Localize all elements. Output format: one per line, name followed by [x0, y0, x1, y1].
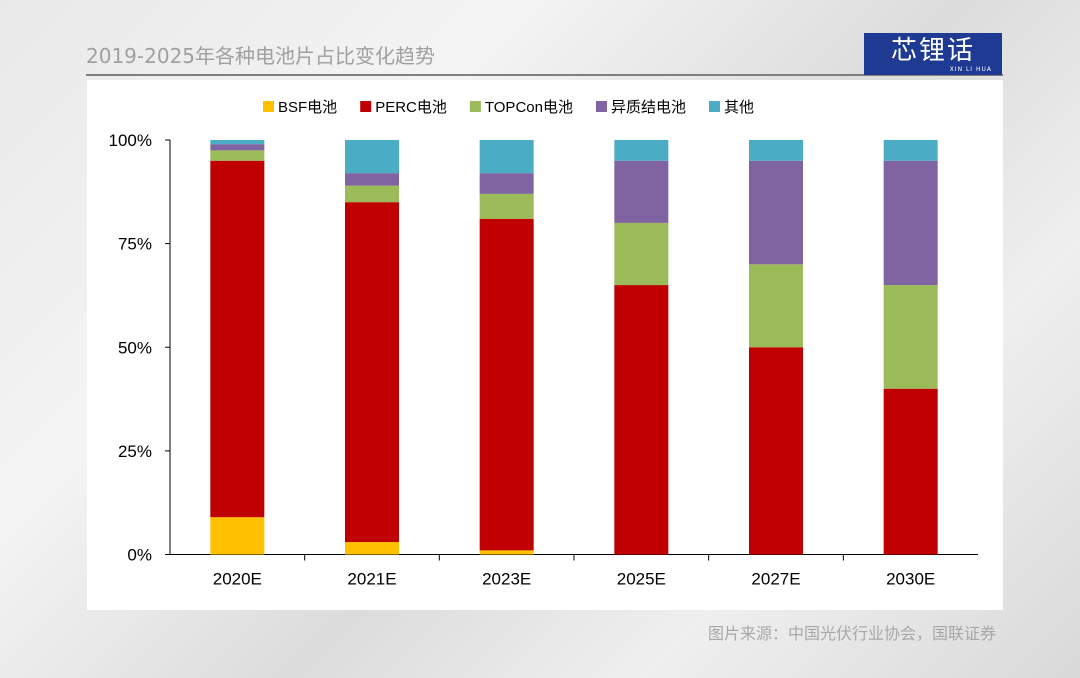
bar-segment: [749, 347, 803, 555]
bar-segment: [479, 193, 534, 219]
legend-swatch: [263, 101, 274, 112]
bar-segment: [614, 222, 669, 286]
y-tick-label: 50%: [118, 338, 152, 357]
y-tick-label: 100%: [109, 131, 152, 150]
legend-swatch: [469, 101, 481, 112]
legend-label: BSF电池: [278, 99, 337, 116]
x-tick-label: 2021E: [347, 570, 396, 589]
bar-segment: [479, 550, 534, 555]
bar-segment: [345, 542, 399, 555]
bar-segment: [883, 388, 938, 555]
bar-segment: [345, 140, 399, 174]
title-divider: [86, 74, 1003, 76]
legend-swatch: [595, 101, 607, 112]
bar-segment: [614, 285, 669, 555]
legend-swatch: [360, 101, 372, 112]
y-tick-label: 0%: [127, 546, 152, 565]
bar-segment: [345, 173, 399, 186]
x-tick-label: 2030E: [886, 570, 935, 589]
x-tick-label: 2023E: [482, 570, 531, 589]
bar-segment: [883, 160, 938, 286]
legend-label: PERC电池: [375, 99, 447, 116]
y-tick-label: 75%: [118, 235, 152, 254]
bar-segment: [210, 517, 265, 555]
y-tick-label: 25%: [118, 442, 152, 461]
bar-segment: [479, 140, 534, 174]
bar-segment: [749, 160, 803, 265]
bar-segment: [210, 140, 265, 145]
bar-segment: [479, 218, 534, 551]
logo: 芯锂话 XIN LI HUA: [864, 33, 1002, 75]
bar-segment: [210, 150, 265, 161]
bar-segment: [749, 264, 803, 348]
legend-label: 其他: [724, 99, 754, 116]
bar-segment: [883, 140, 938, 161]
source-note: 图片来源：中国光伏行业协会，国联证券: [707, 624, 996, 643]
bar-segment: [345, 202, 399, 543]
page-title: 2019-2025年各种电池片占比变化趋势: [86, 44, 436, 68]
legend-label: TOPCon电池: [485, 99, 573, 116]
x-tick-label: 2025E: [617, 570, 666, 589]
bar-segment: [614, 140, 669, 161]
bar-segment: [614, 160, 669, 223]
bar-segment: [479, 173, 534, 194]
bar-segment: [210, 160, 265, 518]
bar-segment: [749, 140, 803, 161]
x-tick-label: 2020E: [213, 570, 262, 589]
x-tick-label: 2027E: [751, 570, 800, 589]
bar-segment: [883, 285, 938, 389]
bar-segment: [345, 185, 399, 203]
legend-swatch: [708, 101, 720, 112]
legend-label: 异质结电池: [611, 99, 686, 116]
bar-segment: [210, 144, 265, 151]
